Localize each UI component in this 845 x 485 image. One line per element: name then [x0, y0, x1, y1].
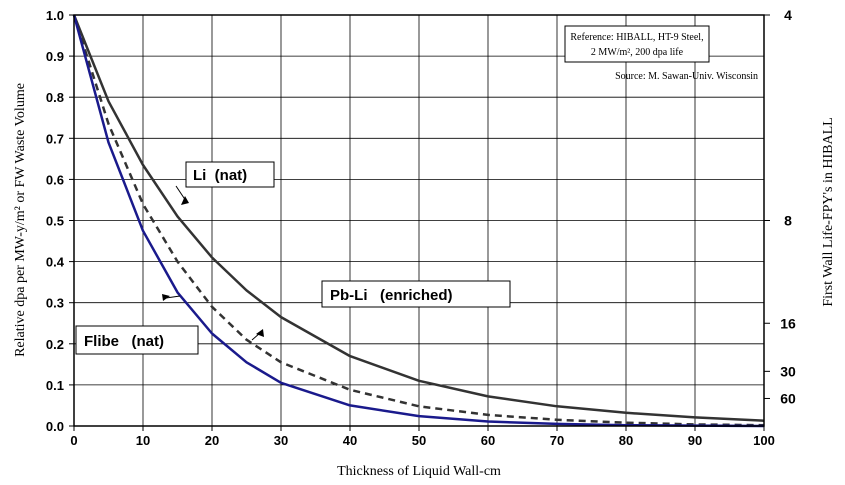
- x-tick-label: 50: [412, 433, 426, 448]
- y2-tick-label: 8: [784, 213, 792, 229]
- y-tick-label: 0.0: [46, 419, 64, 434]
- x-axis-title: Thickness of Liquid Wall-cm: [337, 464, 501, 479]
- reference-line-1: Reference: HIBALL, HT-9 Steel,: [570, 32, 703, 43]
- y2-tick-label: 60: [780, 390, 796, 406]
- flibe-label-box: [75, 325, 199, 355]
- y-axis-title: Relative dpa per MW-y/m² or FW Waste Vol…: [13, 83, 28, 357]
- tick-layer: 0 10 20 30 40 50 60 70 80 90 100 0.0 0.1 0.2 0.3 0.4 0.5…: [46, 7, 796, 448]
- li-label: Li (nat): [193, 167, 247, 184]
- y-tick-label: 0.2: [46, 337, 64, 352]
- y2-tick-label: 4: [784, 7, 792, 23]
- arrows: [162, 185, 264, 341]
- x-tick-label: 90: [688, 433, 702, 448]
- y2-axis-title: First Wall Life-FPY's in HIBALL: [821, 117, 836, 306]
- y2-tick-label: 16: [780, 315, 796, 331]
- x-tick-label: 0: [70, 433, 77, 448]
- y-tick-label: 0.7: [46, 131, 64, 146]
- grid: [74, 15, 764, 426]
- y-tick-label: 0.5: [46, 214, 64, 229]
- x-tick-label: 40: [343, 433, 357, 448]
- y-tick-label: 0.9: [46, 49, 64, 64]
- arrow-shaft: [175, 185, 187, 202]
- y-tick-label: 0.8: [46, 90, 64, 105]
- pbli-label-box: [321, 280, 511, 308]
- y-tick-label: 1.0: [46, 8, 64, 23]
- x-tick-label: 30: [274, 433, 288, 448]
- li-arrow-head: [181, 196, 189, 205]
- li-label-box: [185, 161, 275, 188]
- x-tick-label: 60: [481, 433, 495, 448]
- reference-box: [564, 25, 710, 63]
- y-tick-label: 0.6: [46, 172, 64, 187]
- y-tick-label: 0.1: [46, 378, 64, 393]
- x-tick-label: 100: [753, 433, 775, 448]
- y-tick-label: 0.4: [46, 255, 65, 270]
- series-layer: [72, 14, 765, 428]
- x-tick-label: 80: [619, 433, 633, 448]
- x-tick-label: 70: [550, 433, 564, 448]
- series-line-2: [72, 14, 765, 428]
- y2-tick-label: 30: [780, 363, 796, 379]
- flibe-label: Flibe (nat): [84, 333, 164, 350]
- pbli-label: Pb-Li (enriched): [330, 287, 453, 304]
- reference-line-2: 2 MW/m², 200 dpa life: [591, 47, 684, 58]
- arrow-shaft: [251, 332, 261, 341]
- y-tick-label: 0.3: [46, 296, 64, 311]
- x-tick-label: 20: [205, 433, 219, 448]
- series-line-0: [72, 14, 765, 422]
- x-tick-label: 10: [136, 433, 150, 448]
- arrow-shaft: [165, 295, 181, 299]
- source-note: Source: M. Sawan-Univ. Wisconsin: [615, 71, 758, 82]
